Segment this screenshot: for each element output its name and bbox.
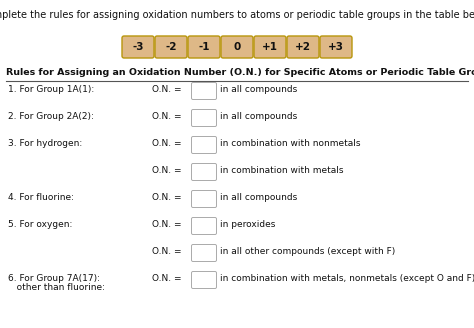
Text: +3: +3: [328, 42, 344, 52]
Text: O.N. =: O.N. =: [152, 247, 182, 256]
Text: O.N. =: O.N. =: [152, 85, 182, 94]
Text: 0: 0: [233, 42, 241, 52]
Text: 3. For hydrogen:: 3. For hydrogen:: [8, 139, 82, 148]
Text: 2. For Group 2A(2):: 2. For Group 2A(2):: [8, 112, 94, 121]
Text: Rules for Assigning an Oxidation Number (O.N.) for Specific Atoms or Periodic Ta: Rules for Assigning an Oxidation Number …: [6, 68, 474, 77]
Text: in combination with nonmetals: in combination with nonmetals: [220, 139, 361, 148]
Text: in all other compounds (except with F): in all other compounds (except with F): [220, 247, 395, 256]
FancyBboxPatch shape: [191, 83, 217, 99]
Text: 1. For Group 1A(1):: 1. For Group 1A(1):: [8, 85, 94, 94]
Text: O.N. =: O.N. =: [152, 220, 182, 229]
Text: in all compounds: in all compounds: [220, 85, 297, 94]
Text: other than fluorine:: other than fluorine:: [8, 283, 105, 292]
FancyBboxPatch shape: [191, 163, 217, 180]
FancyBboxPatch shape: [155, 36, 187, 58]
FancyBboxPatch shape: [320, 36, 352, 58]
Text: 6. For Group 7A(17):: 6. For Group 7A(17):: [8, 274, 100, 283]
Text: 5. For oxygen:: 5. For oxygen:: [8, 220, 73, 229]
Text: -2: -2: [165, 42, 177, 52]
FancyBboxPatch shape: [287, 36, 319, 58]
Text: O.N. =: O.N. =: [152, 139, 182, 148]
Text: O.N. =: O.N. =: [152, 274, 182, 283]
FancyBboxPatch shape: [191, 191, 217, 208]
Text: in combination with metals: in combination with metals: [220, 166, 344, 175]
Text: Complete the rules for assigning oxidation numbers to atoms or periodic table gr: Complete the rules for assigning oxidati…: [0, 10, 474, 20]
FancyBboxPatch shape: [191, 217, 217, 235]
FancyBboxPatch shape: [191, 244, 217, 261]
Text: -3: -3: [132, 42, 144, 52]
Text: in combination with metals, nonmetals (except O and F): in combination with metals, nonmetals (e…: [220, 274, 474, 283]
FancyBboxPatch shape: [122, 36, 154, 58]
Text: O.N. =: O.N. =: [152, 166, 182, 175]
FancyBboxPatch shape: [191, 272, 217, 289]
Text: -1: -1: [198, 42, 210, 52]
FancyBboxPatch shape: [191, 110, 217, 127]
Text: in peroxides: in peroxides: [220, 220, 275, 229]
FancyBboxPatch shape: [191, 136, 217, 154]
FancyBboxPatch shape: [221, 36, 253, 58]
FancyBboxPatch shape: [188, 36, 220, 58]
Text: O.N. =: O.N. =: [152, 193, 182, 202]
Text: 4. For fluorine:: 4. For fluorine:: [8, 193, 74, 202]
Text: in all compounds: in all compounds: [220, 112, 297, 121]
Text: +1: +1: [262, 42, 278, 52]
Text: +2: +2: [295, 42, 311, 52]
FancyBboxPatch shape: [254, 36, 286, 58]
Text: O.N. =: O.N. =: [152, 112, 182, 121]
Text: in all compounds: in all compounds: [220, 193, 297, 202]
